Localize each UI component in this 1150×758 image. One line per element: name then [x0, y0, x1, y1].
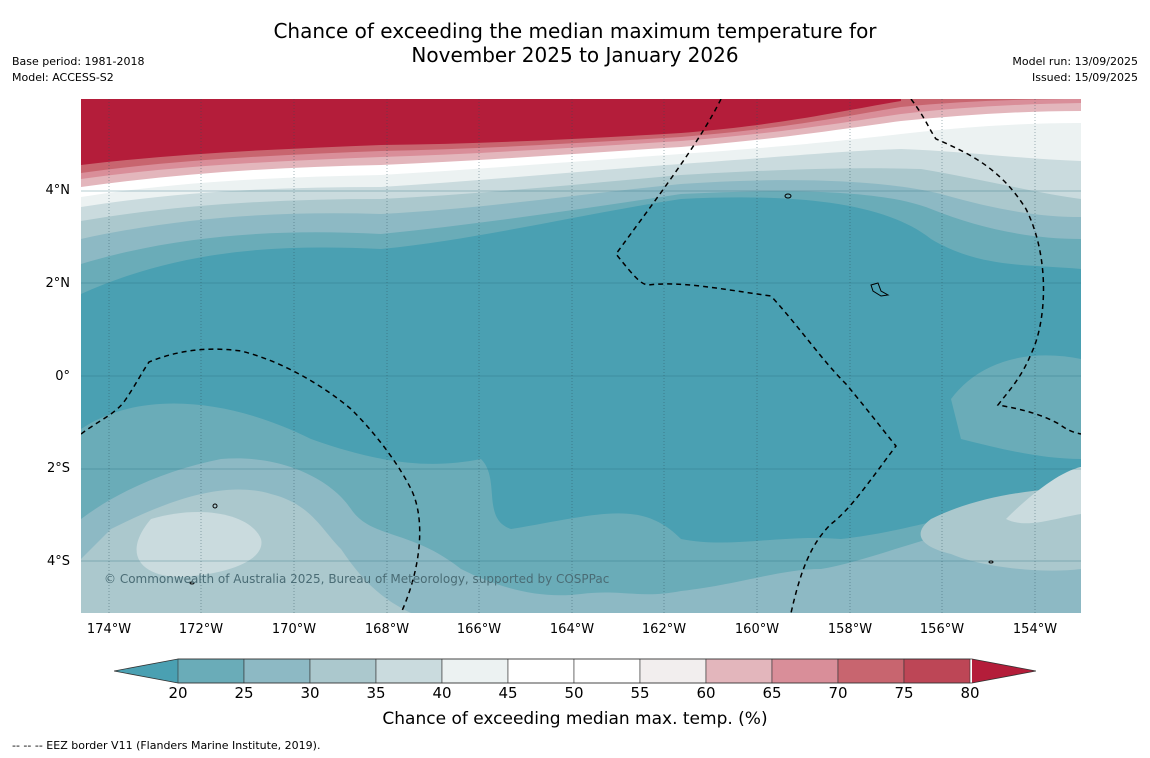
meta-right: Model run: 13/09/2025 Issued: 15/09/2025	[1012, 54, 1138, 86]
colorbar-label: Chance of exceeding median max. temp. (%…	[382, 709, 768, 729]
lon-label: 154°W	[1012, 622, 1058, 637]
meta-left: Base period: 1981-2018 Model: ACCESS-S2	[12, 54, 144, 86]
eez-borders	[81, 99, 1081, 613]
band-35-40-east	[1006, 467, 1081, 524]
colorbar-cell	[309, 658, 377, 684]
lat-label: 4°N	[45, 183, 71, 198]
colorbar-tick: 40	[432, 684, 452, 702]
colorbar-tick: 20	[168, 684, 188, 702]
colorbar-cell	[507, 658, 575, 684]
lat-label: 0°	[55, 369, 70, 384]
band-north-over-80	[81, 99, 901, 165]
lon-label: 162°W	[641, 622, 687, 637]
lon-label: 174°W	[86, 622, 132, 637]
colorbar-cell	[441, 658, 509, 684]
colorbar-cell	[705, 658, 773, 684]
colorbar-tick: 60	[696, 684, 716, 702]
colorbar-tick: 50	[564, 684, 584, 702]
lon-label: 164°W	[549, 622, 595, 637]
colorbar-cell	[177, 658, 245, 684]
colorbar	[114, 658, 1036, 684]
title-line-2: November 2025 to January 2026	[411, 43, 739, 67]
band-east-mid	[951, 355, 1081, 459]
colorbar-tick: 80	[960, 684, 980, 702]
colorbar-tick: 70	[828, 684, 848, 702]
colorbar-tick: 35	[366, 684, 386, 702]
model-name: Model: ACCESS-S2	[12, 71, 114, 84]
copyright-notice: © Commonwealth of Australia 2025, Bureau…	[104, 572, 610, 586]
colorbar-cell	[573, 658, 641, 684]
forecast-map	[81, 99, 1081, 613]
colorbar-tick: 25	[234, 684, 254, 702]
lon-label: 158°W	[827, 622, 873, 637]
map-title: Chance of exceeding the median maximum t…	[0, 19, 1150, 67]
colorbar-cell	[375, 658, 443, 684]
colorbar-cell	[771, 658, 839, 684]
islands	[189, 193, 994, 585]
title-line-1: Chance of exceeding the median maximum t…	[273, 19, 877, 43]
base-period: Base period: 1981-2018	[12, 55, 145, 68]
lon-label: 166°W	[456, 622, 502, 637]
colorbar-cell	[903, 658, 971, 684]
lon-label: 170°W	[271, 622, 317, 637]
lat-label: 2°N	[45, 276, 71, 291]
contour-field	[81, 99, 1081, 613]
lon-label: 172°W	[178, 622, 224, 637]
colorbar-tick: 65	[762, 684, 782, 702]
lon-label: 168°W	[364, 622, 410, 637]
lat-label: 4°S	[46, 554, 70, 569]
lon-label: 160°W	[734, 622, 780, 637]
colorbar-tick: 30	[300, 684, 320, 702]
latitude-gridlines	[81, 190, 1081, 562]
colorbar-outline	[114, 658, 1036, 684]
lat-label: 2°S	[46, 461, 70, 476]
issued-date: Issued: 15/09/2025	[1031, 71, 1138, 84]
colorbar-cell	[243, 658, 311, 684]
colorbar-tick: 45	[498, 684, 518, 702]
model-run: Model run: 13/09/2025	[1012, 55, 1138, 68]
colorbar-cells	[177, 658, 971, 684]
colorbar-tick: 55	[630, 684, 650, 702]
colorbar-cell	[639, 658, 707, 684]
eez-legend-note: -- -- -- EEZ border V11 (Flanders Marine…	[12, 739, 321, 752]
colorbar-tick: 75	[894, 684, 914, 702]
lon-label: 156°W	[919, 622, 965, 637]
colorbar-under-arrow	[114, 659, 178, 683]
colorbar-cell	[837, 658, 905, 684]
colorbar-over-arrow	[972, 659, 1036, 683]
